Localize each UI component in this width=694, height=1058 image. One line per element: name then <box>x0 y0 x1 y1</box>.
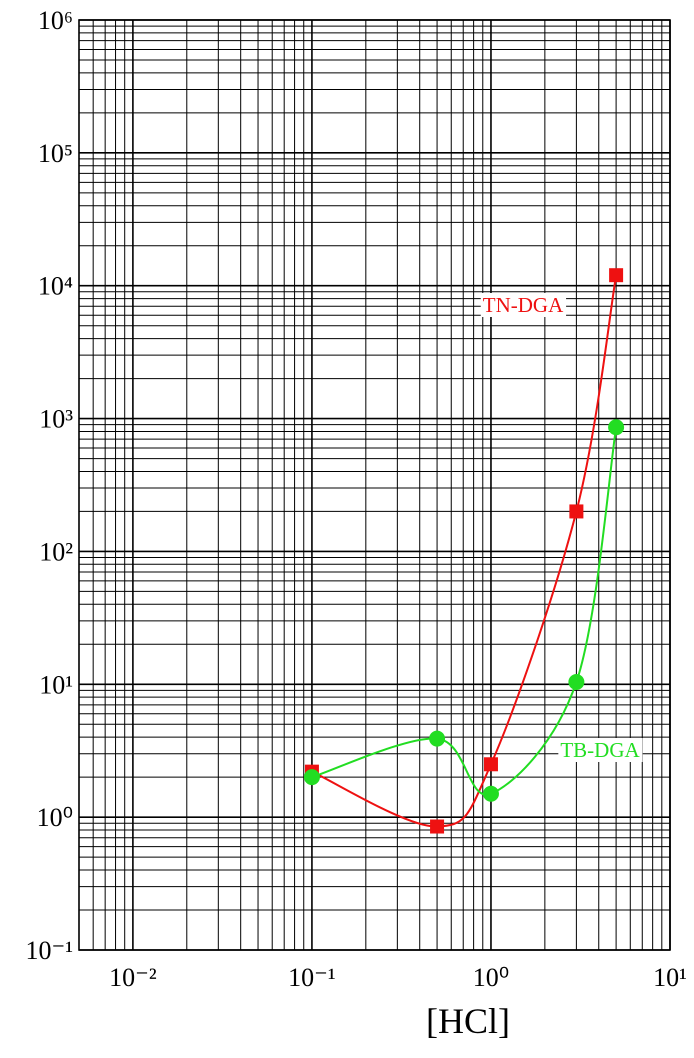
marker <box>569 504 584 519</box>
x-axis-label: [HCl] <box>426 1001 510 1041</box>
series-label-bg <box>480 293 567 317</box>
y-tick-label: 10⁻¹ <box>25 936 73 965</box>
series-line <box>311 275 618 828</box>
y-tick-label: 10¹ <box>39 670 73 699</box>
y-tick-label: 10³ <box>39 405 73 434</box>
y-tick-label: 10⁰ <box>37 803 73 832</box>
y-tick-label: 10² <box>39 537 73 566</box>
x-tick-label: 10⁰ <box>473 963 509 992</box>
marker <box>482 785 499 802</box>
y-tick-label: 10⁴ <box>38 272 73 301</box>
marker <box>608 419 625 436</box>
plot-frame <box>78 19 671 951</box>
series-line <box>311 427 618 796</box>
marker <box>303 769 320 786</box>
marker <box>609 268 624 283</box>
marker <box>483 757 498 772</box>
marker <box>430 819 445 834</box>
series-label: TB-DGA <box>560 738 640 762</box>
x-tick-label: 10¹ <box>653 963 687 992</box>
series-label: TN-DGA <box>483 293 564 317</box>
series-label-bg <box>558 738 643 762</box>
marker <box>429 730 446 747</box>
x-tick-label: 10⁻¹ <box>288 963 336 992</box>
x-tick-label: 10⁻² <box>109 963 157 992</box>
marker <box>568 674 585 691</box>
y-tick-label: 10⁵ <box>38 139 73 168</box>
y-tick-label: 10⁶ <box>38 6 73 35</box>
